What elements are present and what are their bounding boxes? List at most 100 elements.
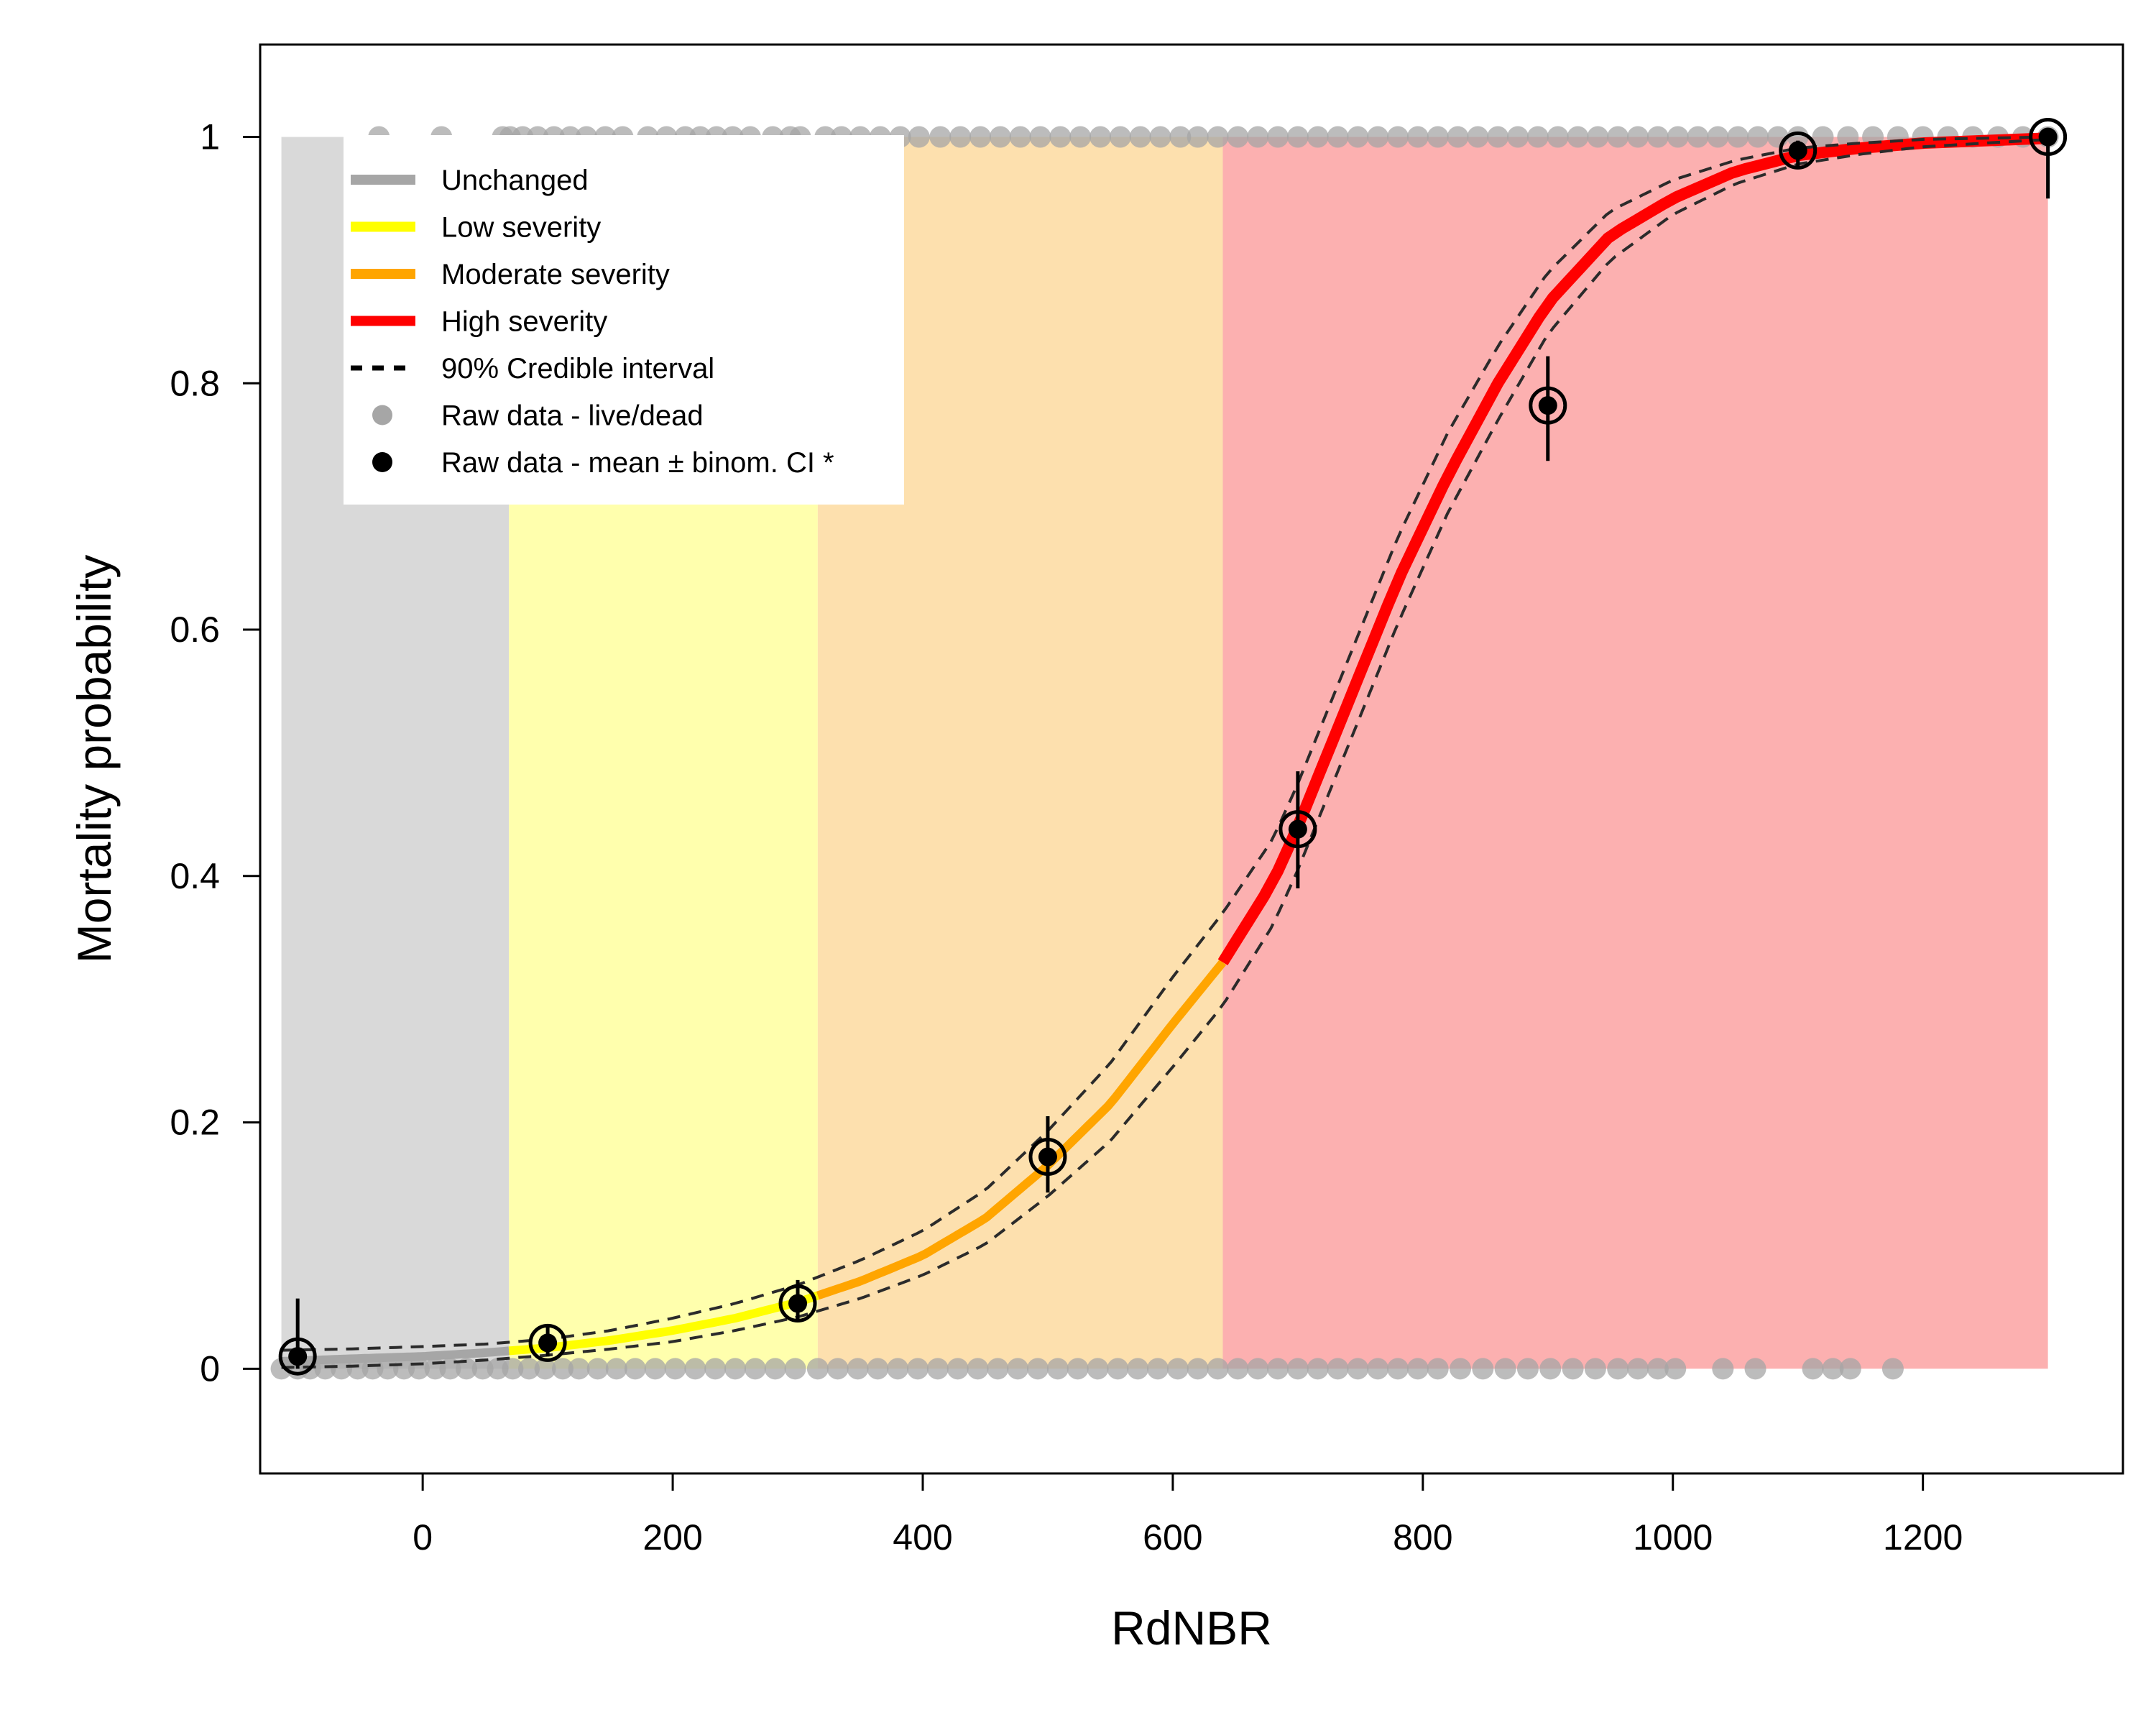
legend-swatch [372, 405, 392, 426]
raw-point [1046, 1358, 1069, 1380]
mean-marker-dot [1538, 396, 1557, 415]
raw-point [1839, 1358, 1861, 1380]
raw-point [1267, 1358, 1289, 1380]
raw-point [1149, 126, 1171, 148]
raw-point [1007, 1358, 1029, 1380]
raw-point [946, 1358, 969, 1380]
legend: Unchanged Low severity Moderate severity Hi… [344, 135, 904, 505]
raw-point [1607, 1358, 1629, 1380]
raw-point [1646, 1358, 1669, 1380]
raw-point [1187, 1358, 1209, 1380]
mean-marker-dot [1288, 819, 1307, 839]
mean-marker-dot [1038, 1147, 1057, 1167]
raw-point [1562, 1358, 1584, 1380]
x-tick-label: 0 [413, 1517, 433, 1558]
raw-point [967, 1358, 989, 1380]
x-tick-label: 600 [1143, 1517, 1202, 1558]
credible-interval-upper [281, 135, 2048, 1352]
raw-point [1027, 1358, 1049, 1380]
raw-point [605, 1358, 627, 1380]
raw-point [724, 1358, 747, 1380]
mean-marker-dot [538, 1333, 558, 1353]
raw-point [1646, 126, 1669, 148]
raw-point [1367, 1358, 1389, 1380]
raw-point [1687, 126, 1709, 148]
raw-point [908, 126, 930, 148]
raw-point [1747, 126, 1769, 148]
raw-point [1516, 1358, 1539, 1380]
raw-point [949, 126, 972, 148]
raw-point [1347, 1358, 1369, 1380]
raw-point [1307, 126, 1329, 148]
raw-data-points [270, 126, 2059, 1380]
raw-point [1286, 126, 1309, 148]
raw-point [1327, 1358, 1349, 1380]
mean-marker-dot [288, 1347, 308, 1366]
raw-point [1727, 126, 1749, 148]
mean-marker-ring [1279, 810, 1317, 849]
raw-point [1207, 1358, 1229, 1380]
raw-point [1267, 126, 1289, 148]
raw-point [1427, 1358, 1449, 1380]
y-axis: 0 0.2 0.4 0.6 0.8 1 [170, 117, 262, 1389]
raw-point [1029, 126, 1051, 148]
raw-point [1009, 126, 1031, 148]
raw-point [1467, 126, 1489, 148]
mean-marker-ring [1529, 386, 1567, 425]
x-tick-label: 400 [893, 1517, 952, 1558]
raw-point [534, 1358, 556, 1380]
raw-point [1707, 126, 1729, 148]
mean-marker-ring [778, 1284, 817, 1322]
raw-point [471, 1358, 494, 1380]
mean-marker-dot [2038, 127, 2058, 147]
raw-point [1387, 126, 1409, 148]
raw-point [1087, 1358, 1109, 1380]
raw-point [847, 1358, 869, 1380]
raw-point [826, 1358, 849, 1380]
raw-point [989, 126, 1011, 148]
legend-label: Raw data - mean ± binom. CI * [441, 447, 834, 479]
raw-point [1147, 1358, 1169, 1380]
legend-label: High severity [441, 306, 607, 338]
raw-point [1802, 1358, 1824, 1380]
raw-point [1712, 1358, 1734, 1380]
raw-point [1406, 126, 1429, 148]
legend-label: Unchanged [441, 165, 589, 196]
raw-point [487, 1358, 509, 1380]
raw-point [1881, 1358, 1904, 1380]
raw-point [1347, 126, 1369, 148]
raw-point [744, 1358, 766, 1380]
raw-point [1187, 126, 1209, 148]
raw-point [1664, 1358, 1687, 1380]
raw-point [926, 1358, 949, 1380]
fitted-curves [281, 132, 2048, 1369]
raw-point [1406, 1358, 1429, 1380]
raw-point [1787, 126, 1809, 148]
raw-point [1227, 126, 1249, 148]
raw-point [551, 1358, 573, 1380]
mean-marker-ring [1028, 1138, 1067, 1177]
raw-point [1567, 126, 1589, 148]
raw-point [1607, 126, 1629, 148]
x-tick-label: 200 [642, 1517, 702, 1558]
legend-label: Low severity [441, 212, 601, 244]
y-axis-label: Mortality probability [68, 555, 121, 964]
legend-swatch [372, 452, 392, 472]
raw-point [1089, 126, 1112, 148]
raw-point [1327, 126, 1349, 148]
raw-point [784, 1358, 806, 1380]
raw-point [1584, 1358, 1606, 1380]
x-axis-label: RdNBR [1111, 1601, 1272, 1655]
fitted-curve-segment [1217, 132, 2048, 966]
raw-point [1109, 126, 1131, 148]
raw-point [1049, 126, 1072, 148]
raw-point [1822, 1358, 1844, 1380]
raw-point [1627, 1358, 1649, 1380]
raw-point [586, 1358, 609, 1380]
raw-point [1744, 1358, 1766, 1380]
mean-marker-ring [2029, 118, 2068, 157]
raw-point [1472, 1358, 1494, 1380]
raw-point [1069, 126, 1092, 148]
legend-label: Raw data - live/dead [441, 400, 704, 432]
